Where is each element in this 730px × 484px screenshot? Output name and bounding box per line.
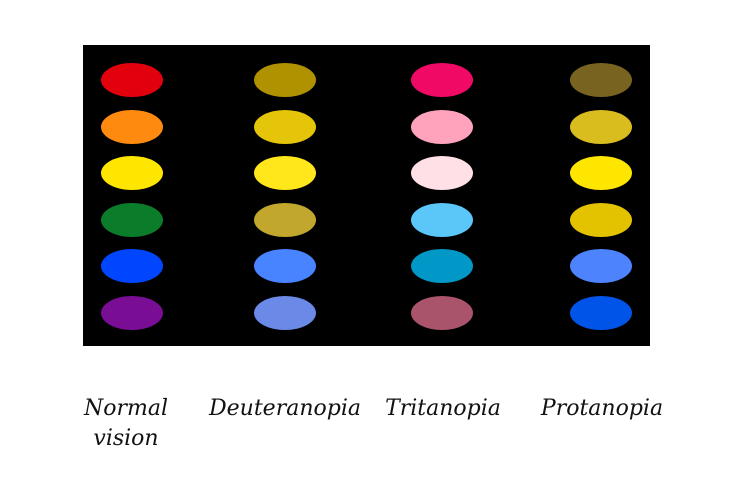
- color-swatch-protanopia-1: [570, 63, 632, 97]
- color-swatch-protanopia-2: [570, 110, 632, 144]
- color-swatch-normal-vision-1: [101, 63, 163, 97]
- color-swatch-deuteranopia-3: [254, 156, 316, 190]
- column-label-line: Tritanopia: [385, 396, 501, 421]
- color-swatch-tritanopia-2: [411, 110, 473, 144]
- color-swatch-deuteranopia-6: [254, 296, 316, 330]
- color-swatch-tritanopia-6: [411, 296, 473, 330]
- column-label-line: vision: [93, 426, 159, 451]
- color-swatch-protanopia-6: [570, 296, 632, 330]
- color-swatch-normal-vision-2: [101, 110, 163, 144]
- color-swatch-deuteranopia-4: [254, 203, 316, 237]
- color-swatch-deuteranopia-5: [254, 249, 316, 283]
- color-swatch-tritanopia-1: [411, 63, 473, 97]
- column-label-normal-vision: Normal vision: [79, 394, 173, 454]
- column-label-line: Deuteranopia: [209, 396, 361, 421]
- color-swatch-protanopia-4: [570, 203, 632, 237]
- color-swatch-deuteranopia-2: [254, 110, 316, 144]
- column-label-line: Normal: [83, 396, 169, 421]
- color-swatch-tritanopia-5: [411, 249, 473, 283]
- color-swatch-deuteranopia-1: [254, 63, 316, 97]
- color-swatch-protanopia-3: [570, 156, 632, 190]
- color-swatch-panel: [83, 45, 650, 346]
- column-label-protanopia: Protanopia: [537, 394, 667, 424]
- color-swatch-normal-vision-5: [101, 249, 163, 283]
- color-swatch-normal-vision-6: [101, 296, 163, 330]
- column-label-deuteranopia: Deuteranopia: [200, 394, 370, 424]
- color-swatch-tritanopia-3: [411, 156, 473, 190]
- color-swatch-tritanopia-4: [411, 203, 473, 237]
- column-label-line: Protanopia: [540, 396, 664, 421]
- color-swatch-protanopia-5: [570, 249, 632, 283]
- color-swatch-normal-vision-3: [101, 156, 163, 190]
- column-label-tritanopia: Tritanopia: [378, 394, 508, 424]
- color-swatch-normal-vision-4: [101, 203, 163, 237]
